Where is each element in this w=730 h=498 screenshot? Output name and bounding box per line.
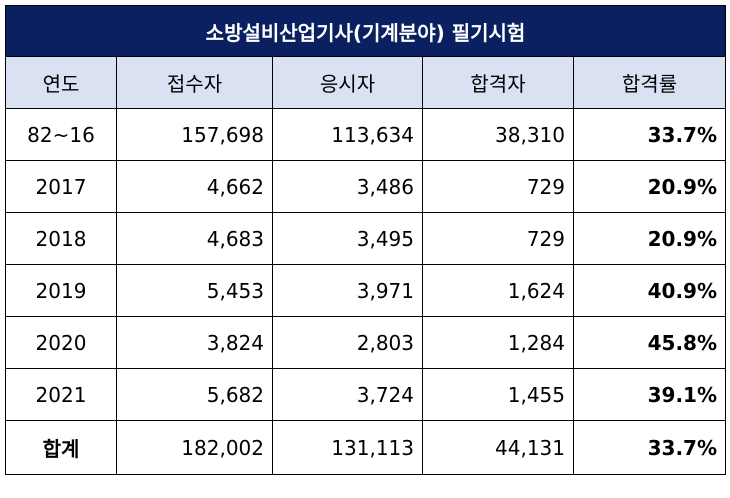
examinees-cell: 3,486	[272, 160, 423, 213]
year-cell: 82~16	[5, 108, 117, 161]
total-row: 합계 182,002 131,113 44,131 33.7%	[5, 420, 727, 475]
examinees-cell: 3,495	[272, 212, 423, 265]
passers-cell: 38,310	[422, 108, 574, 161]
applicants-cell: 4,683	[116, 212, 273, 265]
title-row: 소방설비산업기사(기계분야) 필기시험	[4, 5, 727, 57]
passers-cell: 1,455	[422, 368, 574, 421]
header-applicants: 접수자	[116, 56, 273, 109]
applicants-cell: 4,662	[116, 160, 273, 213]
passers-cell: 729	[422, 212, 574, 265]
table-row: 2019 5,453 3,971 1,624 40.9%	[5, 264, 727, 317]
year-cell: 2020	[5, 316, 117, 369]
table-row: 2017 4,662 3,486 729 20.9%	[5, 160, 727, 213]
applicants-cell: 157,698	[116, 108, 273, 161]
applicants-cell: 5,453	[116, 264, 273, 317]
applicants-cell: 5,682	[116, 368, 273, 421]
passers-cell: 1,624	[422, 264, 574, 317]
header-examinees: 응시자	[272, 56, 423, 109]
header-row: 연도 접수자 응시자 합격자 합격률	[5, 56, 727, 109]
total-label: 합계	[5, 420, 117, 475]
examinees-cell: 113,634	[272, 108, 423, 161]
header-pass-rate: 합격률	[572, 56, 727, 109]
year-cell: 2021	[5, 368, 117, 421]
year-cell: 2019	[5, 264, 117, 317]
year-cell: 2018	[5, 212, 117, 265]
examinees-cell: 2,803	[272, 316, 423, 369]
total-pass-rate: 33.7%	[572, 420, 727, 475]
table-row: 2021 5,682 3,724 1,455 39.1%	[5, 368, 727, 421]
examinees-cell: 3,971	[272, 264, 423, 317]
passers-cell: 729	[422, 160, 574, 213]
header-passers: 합격자	[422, 56, 574, 109]
total-examinees: 131,113	[272, 420, 423, 475]
passers-cell: 1,284	[422, 316, 574, 369]
pass-rate-cell: 39.1%	[572, 368, 727, 421]
pass-rate-cell: 20.9%	[572, 160, 727, 213]
examinees-cell: 3,724	[272, 368, 423, 421]
applicants-cell: 3,824	[116, 316, 273, 369]
table-row: 2020 3,824 2,803 1,284 45.8%	[5, 316, 727, 369]
table-row: 2018 4,683 3,495 729 20.9%	[5, 212, 727, 265]
pass-rate-cell: 20.9%	[572, 212, 727, 265]
table-row: 82~16 157,698 113,634 38,310 33.7%	[5, 108, 727, 161]
exam-stats-table: 소방설비산업기사(기계분야) 필기시험 연도 접수자 응시자 합격자 합격률 8…	[4, 5, 727, 475]
total-passers: 44,131	[422, 420, 574, 475]
table-title: 소방설비산업기사(기계분야) 필기시험	[4, 5, 727, 57]
year-cell: 2017	[5, 160, 117, 213]
pass-rate-cell: 45.8%	[572, 316, 727, 369]
total-applicants: 182,002	[116, 420, 273, 475]
pass-rate-cell: 40.9%	[572, 264, 727, 317]
header-year: 연도	[5, 56, 117, 109]
pass-rate-cell: 33.7%	[572, 108, 727, 161]
